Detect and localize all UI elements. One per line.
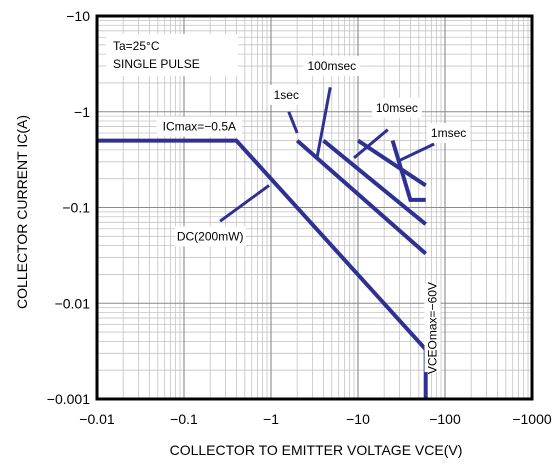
y-tick-labels: −0.001 −0.01 −0.1 −1 −10 [47, 8, 90, 407]
x-tick-labels: −0.01 −0.1 −1 −10 −100 −1000 [79, 411, 552, 427]
annotation-label: VCEOmax=−60V [426, 282, 440, 374]
condition-text: SINGLE PULSE [113, 57, 200, 71]
series-10msec-line [356, 138, 427, 188]
annotation-box [268, 84, 305, 105]
plot-frame [95, 14, 534, 401]
x-tick-label: −1000 [512, 411, 552, 427]
annotation-box [371, 97, 422, 118]
x-tick-label: −10 [346, 411, 370, 427]
annotation-box [427, 122, 471, 143]
annotations: Ta=25°C SINGLE PULSE ICmax=−0.5A VCEOmax=−6… [106, 34, 471, 374]
x-tick-label: −0.1 [170, 411, 198, 427]
annotation-label: 10msec [376, 101, 418, 115]
leader-line [315, 87, 332, 157]
annotation-box [424, 284, 441, 373]
x-tick-label: −0.01 [79, 411, 115, 427]
annotation-label: 1sec [274, 88, 299, 102]
y-tick-label: −0.01 [55, 295, 91, 311]
annotation-label: DC(200mW) [177, 229, 244, 243]
y-tick-label: −10 [66, 8, 90, 24]
x-axis-label: COLLECTOR TO EMITTER VOLTAGE VCE(V) [170, 442, 463, 458]
annotation-box [156, 116, 242, 137]
leader-line [219, 184, 270, 223]
condition-text: Ta=25°C [113, 39, 160, 53]
x-tick-label: −1 [263, 411, 279, 427]
series-1msec-line [390, 140, 426, 202]
annotation-label: 1msec [431, 126, 466, 140]
leader-line [353, 128, 389, 160]
annotation-box [303, 56, 361, 77]
conditions-box [106, 34, 238, 76]
x-tick-label: −100 [429, 411, 461, 427]
y-tick-label: −0.001 [47, 391, 90, 407]
annotation-label: 100msec [307, 59, 356, 73]
y-tick-label: −0.1 [62, 200, 90, 216]
leader-line [287, 111, 299, 134]
curves [97, 87, 435, 399]
leader-line [398, 142, 435, 162]
annotation-label: ICmax=−0.5A [163, 120, 236, 134]
y-tick-label: −1 [74, 104, 90, 120]
series-100msec-line [322, 139, 427, 226]
series-dc-200mw--line [97, 138, 428, 399]
y-axis-label: COLLECTOR CURRENT IC(A) [14, 115, 30, 309]
series-1sec-line [295, 139, 428, 256]
annotation-box [174, 226, 246, 247]
